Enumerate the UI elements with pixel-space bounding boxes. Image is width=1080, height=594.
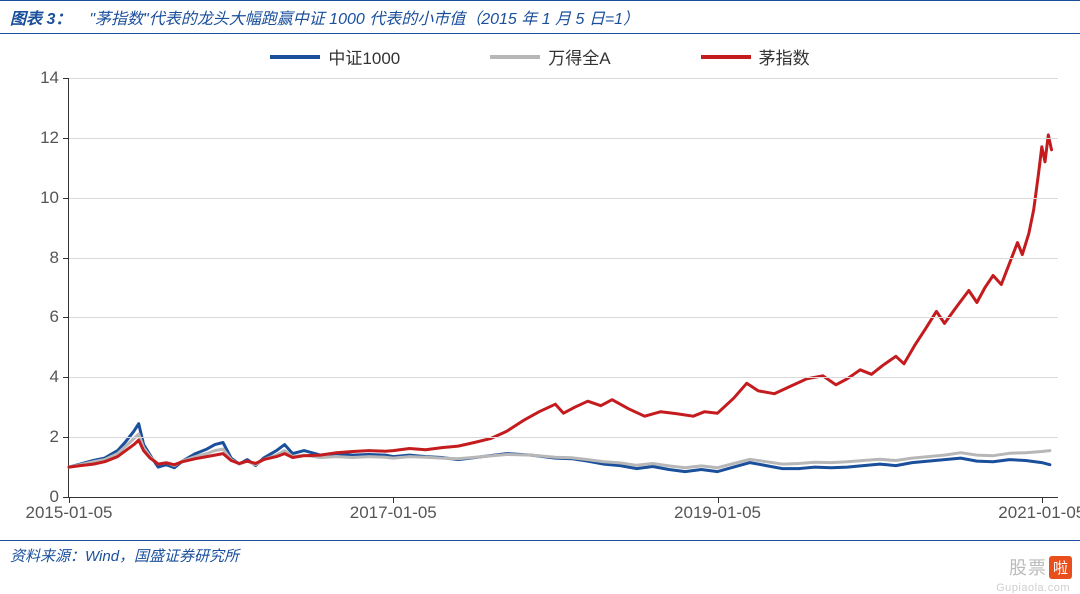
legend-item: 万得全A <box>490 44 610 69</box>
series-line <box>69 135 1052 467</box>
watermark-url: Gupiaola.com <box>996 582 1070 594</box>
gridline <box>69 377 1058 378</box>
legend-label: 万得全A <box>548 44 610 69</box>
gridline <box>69 258 1058 259</box>
y-tick-mark <box>63 437 69 438</box>
chart-header: 图表 3： "茅指数"代表的龙头大幅跑赢中证 1000 代表的小市值（2015 … <box>0 0 1080 34</box>
series-line <box>69 424 1050 472</box>
legend-swatch <box>270 55 320 59</box>
gridline <box>69 437 1058 438</box>
legend: 中证1000 万得全A 茅指数 <box>10 44 1070 69</box>
legend-label: 中证1000 <box>328 44 400 69</box>
y-tick-mark <box>63 78 69 79</box>
legend-swatch <box>701 55 751 59</box>
x-tick-label: 2017-01-05 <box>350 503 437 523</box>
gridline <box>69 317 1058 318</box>
gridline <box>69 138 1058 139</box>
chart-number-label: 图表 3： <box>10 5 71 29</box>
watermark-text: 股票 <box>1009 554 1047 580</box>
y-tick-mark <box>63 258 69 259</box>
chart-container: 中证1000 万得全A 茅指数 024681012142015-01-05201… <box>10 38 1070 536</box>
legend-item: 中证1000 <box>270 44 400 69</box>
watermark: 股票 啦 Gupiaola.com <box>1009 554 1072 580</box>
plot-area: 024681012142015-01-052017-01-052019-01-0… <box>68 78 1058 498</box>
y-tick-label: 6 <box>50 307 59 327</box>
data-source-text: 资料来源：Wind，国盛证券研究所 <box>10 548 239 565</box>
legend-item: 茅指数 <box>701 44 810 69</box>
y-tick-mark <box>63 317 69 318</box>
gridline <box>69 78 1058 79</box>
x-tick-label: 2015-01-05 <box>26 503 113 523</box>
y-tick-label: 2 <box>50 427 59 447</box>
y-tick-label: 4 <box>50 367 59 387</box>
y-tick-mark <box>63 138 69 139</box>
x-tick-label: 2021-01-05 <box>998 503 1080 523</box>
series-line <box>69 434 1050 468</box>
y-tick-label: 12 <box>40 128 59 148</box>
gridline <box>69 198 1058 199</box>
y-tick-mark <box>63 377 69 378</box>
y-tick-label: 8 <box>50 248 59 268</box>
watermark-badge: 啦 <box>1049 556 1072 579</box>
x-tick-label: 2019-01-05 <box>674 503 761 523</box>
chart-title: "茅指数"代表的龙头大幅跑赢中证 1000 代表的小市值（2015 年 1 月 … <box>89 5 639 29</box>
legend-label: 茅指数 <box>759 44 810 69</box>
y-tick-label: 14 <box>40 68 59 88</box>
chart-lines-svg <box>69 78 1058 497</box>
chart-footer: 资料来源：Wind，国盛证券研究所 <box>0 540 1080 570</box>
y-tick-label: 10 <box>40 188 59 208</box>
y-tick-mark <box>63 198 69 199</box>
legend-swatch <box>490 55 540 59</box>
